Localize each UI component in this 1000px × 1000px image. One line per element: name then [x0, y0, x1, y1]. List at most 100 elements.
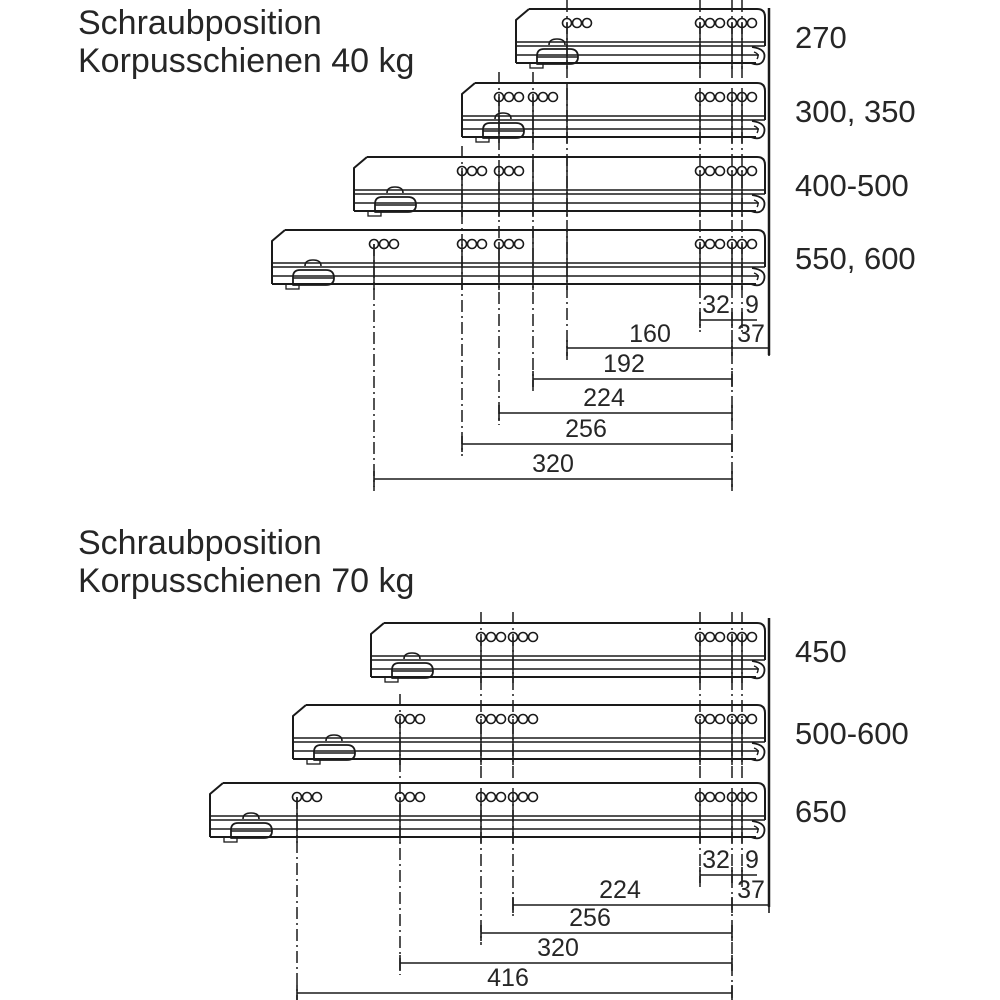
dim-70kg-224: 224 — [599, 876, 641, 904]
rail-foot — [367, 210, 382, 217]
rail-rear-hook-inner — [753, 665, 759, 674]
rail-rear-hook — [750, 267, 766, 287]
screw-hole — [746, 713, 758, 725]
screw-hole — [404, 791, 416, 803]
rail-foot — [384, 676, 399, 683]
rail-rear-hook-inner — [753, 747, 759, 756]
screw-hole — [714, 791, 726, 803]
screw-hole — [704, 17, 716, 29]
dim-70kg-37: 37 — [737, 876, 765, 904]
screw-hole — [466, 238, 478, 250]
screw-hole — [485, 713, 497, 725]
screw-hole — [714, 17, 726, 29]
screw-hole — [746, 631, 758, 643]
rail-label-300-350: 300, 350 — [795, 94, 916, 129]
dim-40kg-224: 224 — [583, 384, 625, 412]
screw-hole — [704, 165, 716, 177]
rail-left-edge — [461, 82, 476, 137]
screw-hole — [466, 165, 478, 177]
dim-40kg-192: 192 — [603, 350, 645, 378]
screw-hole — [414, 791, 426, 803]
dim-70kg-256: 256 — [569, 904, 611, 932]
screw-hole — [704, 713, 716, 725]
dimension-line — [296, 985, 733, 1000]
dimension-line — [532, 371, 733, 387]
rail-rear-hook — [750, 194, 766, 214]
screw-hole — [301, 791, 313, 803]
rail-hook-tab — [304, 259, 322, 267]
screw-hole — [517, 713, 529, 725]
screw-hole — [378, 238, 390, 250]
rail-hook-tab — [403, 652, 421, 660]
dimension-line — [461, 436, 733, 452]
rail-label-500-600: 500-600 — [795, 716, 909, 751]
rail-left-edge — [515, 8, 530, 63]
dim-40kg-37: 37 — [737, 320, 765, 348]
rail-rear-hook-inner — [753, 272, 759, 281]
dim-40kg-32: 32 — [702, 291, 730, 319]
screw-hole — [517, 791, 529, 803]
dim-40kg-160: 160 — [629, 320, 671, 348]
rail-foot — [306, 758, 321, 765]
rail-rear-hook-inner — [753, 51, 759, 60]
screw-hole — [503, 91, 515, 103]
dim-70kg-416: 416 — [487, 964, 529, 992]
rail-hook-tab — [325, 734, 343, 742]
rail-front-hook — [536, 48, 579, 65]
rail-label-450: 450 — [795, 634, 847, 669]
rail-hook-tab — [494, 112, 512, 120]
screw-hole — [495, 713, 507, 725]
title-40kg-line2: Korpusschienen 40 kg — [78, 42, 414, 80]
dim-40kg-9: 9 — [745, 291, 759, 319]
screw-hole — [513, 91, 525, 103]
screw-hole — [581, 17, 593, 29]
dim-70kg-320: 320 — [537, 934, 579, 962]
rail-left-edge — [353, 156, 368, 211]
screw-hole — [476, 165, 488, 177]
rail-rear-hook-inner — [753, 825, 759, 834]
title-70kg-line2: Korpusschienen 70 kg — [78, 562, 414, 600]
dimension-line — [480, 925, 733, 941]
screw-hole — [513, 238, 525, 250]
rail-top-edge — [223, 782, 766, 820]
rail-front-hook — [230, 822, 273, 839]
screw-hole — [537, 91, 549, 103]
diagram-40kg-linework — [271, 0, 771, 491]
dimension-line — [512, 897, 770, 913]
screw-hole — [503, 238, 515, 250]
rail-front-hook — [374, 196, 417, 213]
rail-top-edge — [529, 8, 766, 46]
rail-drawing — [461, 82, 766, 143]
rail-rear-hook — [750, 820, 766, 840]
screw-hole — [746, 238, 758, 250]
screw-hole — [714, 165, 726, 177]
screw-hole — [527, 713, 539, 725]
dimension-line — [373, 471, 733, 487]
rail-drawing — [271, 229, 766, 290]
rail-drawing — [209, 782, 766, 843]
rail-front-hook — [391, 662, 434, 679]
rail-label-650: 650 — [795, 794, 847, 829]
screw-hole — [746, 165, 758, 177]
rail-rear-hook — [750, 742, 766, 762]
diagram-70kg-linework — [209, 612, 771, 1000]
screw-hole — [746, 91, 758, 103]
screw-hole — [714, 713, 726, 725]
rail-hook-tab — [242, 812, 260, 820]
dimension-line — [699, 867, 757, 883]
screw-hole — [704, 91, 716, 103]
rail-foot — [475, 136, 490, 143]
rail-rear-hook — [750, 120, 766, 140]
rail-front-hook — [292, 269, 335, 286]
rail-rear-hook-inner — [753, 125, 759, 134]
rail-foot — [223, 836, 238, 843]
screw-hole — [704, 238, 716, 250]
rail-left-edge — [209, 782, 224, 837]
screw-hole — [495, 791, 507, 803]
rail-drawing — [370, 622, 766, 683]
screw-hole — [485, 791, 497, 803]
rail-label-400-500: 400-500 — [795, 168, 909, 203]
title-70kg-line1: Schraubposition — [78, 524, 322, 562]
dimension-line — [399, 955, 733, 971]
